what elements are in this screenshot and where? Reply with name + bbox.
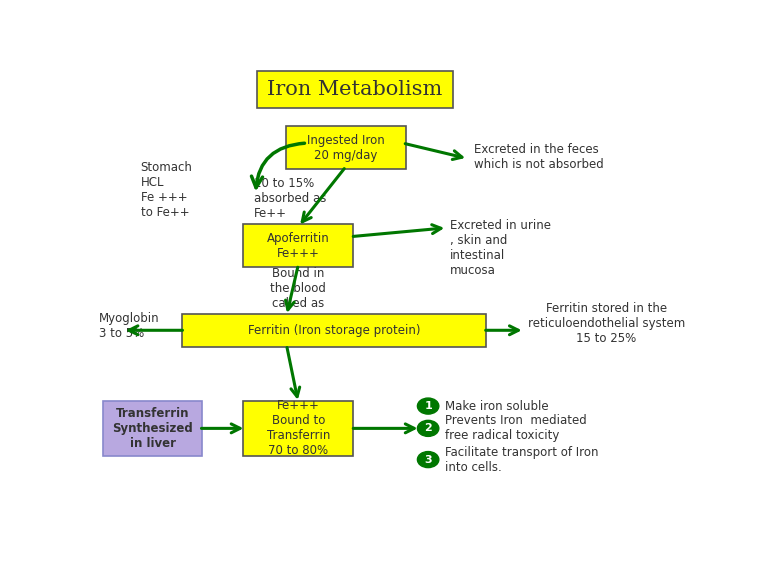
Circle shape	[418, 452, 439, 468]
Text: Stomach
HCL
Fe +++
to Fe++: Stomach HCL Fe +++ to Fe++	[141, 161, 193, 219]
Text: Excreted in urine
, skin and
intestinal
mucosa: Excreted in urine , skin and intestinal …	[450, 219, 551, 277]
Text: Fe+++
Bound to
Transferrin
70 to 80%: Fe+++ Bound to Transferrin 70 to 80%	[266, 400, 330, 457]
Text: 1: 1	[424, 401, 432, 411]
FancyBboxPatch shape	[257, 71, 453, 108]
Circle shape	[418, 398, 439, 414]
Text: 2: 2	[424, 423, 432, 433]
Text: Bound in
the blood
called as: Bound in the blood called as	[270, 267, 326, 310]
Text: Ingested Iron
20 mg/day: Ingested Iron 20 mg/day	[307, 134, 385, 162]
Circle shape	[418, 420, 439, 437]
Text: Make iron soluble: Make iron soluble	[445, 400, 548, 413]
Text: Prevents Iron  mediated
free radical toxicity: Prevents Iron mediated free radical toxi…	[445, 415, 587, 442]
Text: Ferritin (Iron storage protein): Ferritin (Iron storage protein)	[248, 324, 420, 337]
FancyBboxPatch shape	[243, 225, 353, 267]
Text: 10 to 15%
absorbed as
Fe++: 10 to 15% absorbed as Fe++	[253, 177, 326, 221]
Text: Iron Metabolism: Iron Metabolism	[267, 80, 442, 99]
Text: Facilitate transport of Iron
into cells.: Facilitate transport of Iron into cells.	[445, 446, 598, 474]
Text: 3: 3	[424, 455, 432, 464]
FancyBboxPatch shape	[286, 126, 406, 168]
Text: Apoferritin
Fe+++: Apoferritin Fe+++	[267, 232, 329, 259]
Text: Ferritin stored in the
reticuloendothelial system
15 to 25%: Ferritin stored in the reticuloendotheli…	[528, 302, 685, 345]
Text: Myoglobin
3 to 5%: Myoglobin 3 to 5%	[99, 312, 160, 340]
Text: Transferrin
Synthesized
in liver: Transferrin Synthesized in liver	[112, 407, 193, 450]
FancyBboxPatch shape	[104, 401, 202, 456]
FancyBboxPatch shape	[243, 401, 353, 456]
FancyBboxPatch shape	[182, 314, 486, 347]
Text: Excreted in the feces
which is not absorbed: Excreted in the feces which is not absor…	[474, 143, 604, 171]
